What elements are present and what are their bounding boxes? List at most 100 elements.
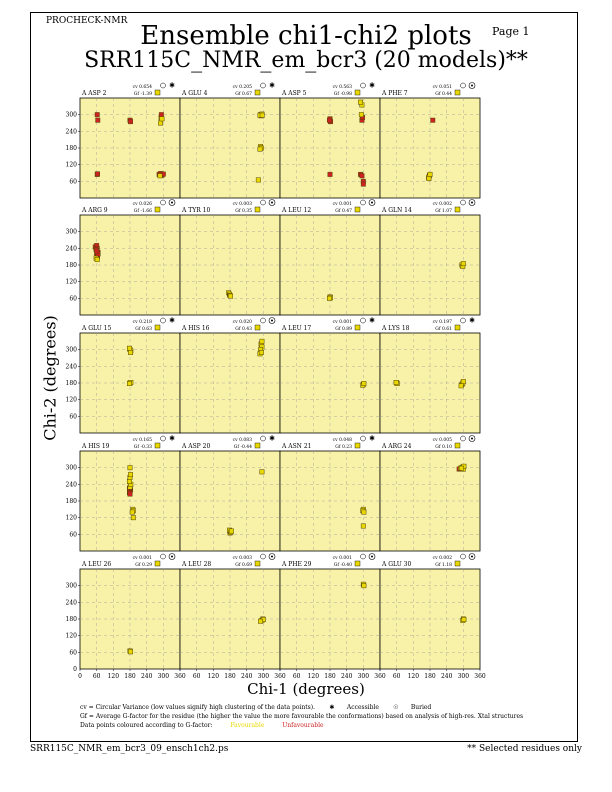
x-tick-label: 240 <box>341 673 353 680</box>
gf-swatch <box>354 560 361 567</box>
cv-indicator <box>260 317 266 324</box>
x-tick-label: 60 <box>193 673 201 680</box>
panel-cv-label: cv 0.001 <box>133 555 153 561</box>
panel-gf-label: Gf 0.69 <box>235 562 252 568</box>
y-tick-label: 180 <box>66 145 78 152</box>
x-tick-label: 60 <box>393 673 401 680</box>
x-tick-label: 180 <box>124 673 136 680</box>
cv-indicator <box>360 199 366 206</box>
buried-icon <box>468 435 476 442</box>
legend-buried-label: Buried <box>410 704 432 711</box>
y-tick-label: 120 <box>66 162 78 169</box>
panel-residue-label: A PHE 7 <box>381 90 408 97</box>
x-tick-label: 120 <box>308 673 320 680</box>
x-tick-label: 360 <box>474 673 486 680</box>
panel-gf-label: Gf -0.98 <box>334 91 352 97</box>
panel-gf-label: Gf 0.63 <box>135 326 152 332</box>
x-tick-label: 60 <box>293 673 301 680</box>
buried-icon: ☉ <box>393 704 399 711</box>
y-tick-label: 120 <box>66 397 78 404</box>
panel-cv-label: cv 0.197 <box>433 319 453 325</box>
data-point <box>326 295 332 301</box>
y-tick-label: 240 <box>66 128 78 135</box>
data-point <box>94 248 100 254</box>
y-tick-label: 300 <box>66 465 78 472</box>
data-point <box>158 120 164 126</box>
y-tick-label: 240 <box>66 363 78 370</box>
data-point <box>426 176 432 182</box>
data-point <box>95 117 101 123</box>
panel-residue-label: A ASN 21 <box>281 443 311 450</box>
buried-icon <box>468 553 476 560</box>
accessible-icon: ✱ <box>369 317 375 325</box>
panel-residue-label: A ASP 5 <box>281 90 307 97</box>
cv-indicator <box>160 553 166 560</box>
accessible-icon: ✱ <box>169 82 175 90</box>
panel-residue-label: A ASP 20 <box>181 443 210 450</box>
data-point <box>128 472 134 478</box>
x-tick-label: 60 <box>93 673 101 680</box>
panel-cv-label: cv 0.003 <box>233 201 253 207</box>
x-tick-label: 120 <box>208 673 220 680</box>
data-point <box>358 112 364 118</box>
buried-icon-dot <box>471 437 473 440</box>
accessible-icon: ✱ <box>369 435 375 443</box>
panel-cv-label: cv 0.020 <box>233 319 253 325</box>
buried-icon-dot <box>171 201 173 204</box>
data-point <box>461 617 467 623</box>
panel-cv-label: cv 0.051 <box>433 84 453 90</box>
legend-unfavourable-label: Unfavourable <box>282 722 324 729</box>
panel-cv-label: cv 0.048 <box>333 437 353 443</box>
panel-gf-label: Gf 1.18 <box>435 562 452 568</box>
panel-gf-label: Gf 0.44 <box>435 91 452 97</box>
cv-indicator <box>260 435 266 442</box>
chart-title: Ensemble chi1-chi2 plots <box>140 21 472 51</box>
panel-cv-label: cv 0.003 <box>233 555 253 561</box>
panel-residue-label: A HIS 16 <box>181 325 210 332</box>
cv-indicator <box>260 82 266 89</box>
x-tick-label: 300 <box>258 673 270 680</box>
legend-cv-text: cv = Circular Variance (low values signi… <box>80 704 315 711</box>
cv-indicator <box>460 199 466 206</box>
accessible-icon: ✱ <box>269 82 275 90</box>
cv-indicator <box>160 435 166 442</box>
buried-icon-dot <box>371 201 373 204</box>
x-tick-label: 0 <box>78 673 82 680</box>
data-point <box>126 345 132 351</box>
buried-icon <box>168 199 176 206</box>
y-tick-label: 60 <box>69 531 77 538</box>
x-tick-label: 300 <box>458 673 470 680</box>
gf-swatch <box>254 324 261 331</box>
accessible-icon: ✱ <box>169 317 175 325</box>
panel-cv-label: cv 0.165 <box>133 437 153 443</box>
panel-gf-label: Gf 0.89 <box>335 326 352 332</box>
panel-gf-label: Gf 0.23 <box>335 444 352 450</box>
gf-swatch <box>354 206 361 213</box>
cv-indicator <box>260 199 266 206</box>
x-tick-label: 300 <box>158 673 170 680</box>
data-point <box>361 583 367 589</box>
panel-residue-label: A HIS 19 <box>81 443 110 450</box>
data-point <box>458 383 464 389</box>
data-point <box>358 99 364 105</box>
panel-gf-label: Gf -0.33 <box>134 444 152 450</box>
data-point <box>326 117 332 123</box>
y-tick-label: 240 <box>66 245 78 252</box>
gf-swatch <box>154 206 161 213</box>
accessible-icon: ✱ <box>369 82 375 90</box>
gf-swatch <box>154 89 161 96</box>
panel-residue-label: A LEU 12 <box>281 207 311 214</box>
panel-cv-label: cv 0.002 <box>433 201 453 207</box>
gf-swatch <box>454 560 461 567</box>
app-label: PROCHECK-NMR <box>46 16 128 26</box>
cv-indicator <box>460 82 466 89</box>
data-point <box>127 465 133 471</box>
panel-residue-label: A LYS 18 <box>381 325 410 332</box>
y-tick-label: 60 <box>69 649 77 656</box>
panel-residue-label: A ARG 24 <box>381 443 412 450</box>
y-tick-label: 300 <box>66 229 78 236</box>
data-point <box>259 338 265 344</box>
y-tick-label: 300 <box>66 583 78 590</box>
x-tick-label: 180 <box>324 673 336 680</box>
x-tick-label: 300 <box>358 673 370 680</box>
